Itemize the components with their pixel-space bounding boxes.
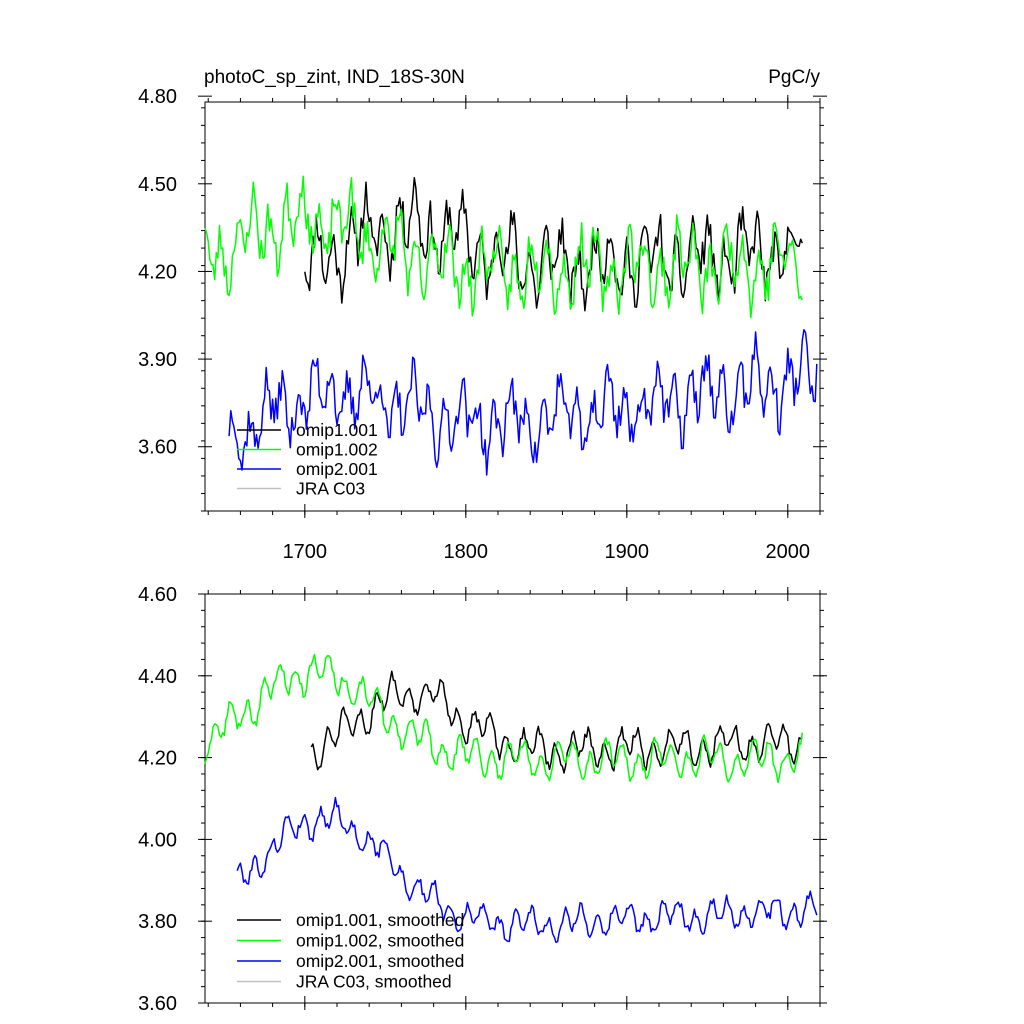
series-line <box>236 796 818 944</box>
series-line <box>304 176 803 312</box>
series-line <box>228 329 818 476</box>
legend-label: JRA C03, smoothed <box>296 972 452 992</box>
series-line <box>310 670 803 774</box>
series-line <box>204 175 803 319</box>
x-tick-label: 1700 <box>283 541 328 563</box>
plot-frame <box>204 101 821 512</box>
units-label: PgC/y <box>768 67 820 88</box>
y-tick-label: 4.00 <box>138 829 177 851</box>
y-tick-label: 3.90 <box>138 349 177 371</box>
legend-label: omip2.001, smoothed <box>296 951 464 971</box>
legend-label: omip1.001 <box>296 420 378 440</box>
x-tick-label: 2000 <box>766 541 811 563</box>
y-tick-label: 3.60 <box>138 993 177 1015</box>
series-group <box>204 175 818 476</box>
bottom-panel: 3.60 3.80 4.00 4.20 4.40 4.60 omip1.001, smoo… <box>138 584 827 1015</box>
x-tick-label: 1800 <box>444 541 489 563</box>
y-tick-label: 4.20 <box>138 261 177 283</box>
panel-title: photoC_sp_zint, IND_18S-30N <box>204 67 465 88</box>
plot-frame <box>204 593 821 1004</box>
legend-label: omip2.001 <box>296 459 378 479</box>
y-tick-label: 3.80 <box>138 911 177 933</box>
series-line <box>204 653 804 784</box>
axis-ticks: 3.60 3.90 4.20 4.50 4.80 1700 1800 1900 2000 <box>138 86 827 563</box>
y-tick-label: 3.60 <box>138 437 177 459</box>
x-tick-label: 1900 <box>605 541 650 563</box>
top-panel: photoC_sp_zint, IND_18S-30N PgC/y 3.603.… <box>138 67 827 563</box>
y-tick-label: 4.60 <box>138 584 177 606</box>
legend-label: omip1.001, smoothed <box>296 910 464 930</box>
y-tick-label: 4.40 <box>138 666 177 688</box>
y-tick-label: 4.50 <box>138 174 177 196</box>
y-tick-label: 4.80 <box>138 86 177 108</box>
legend-label: omip1.002 <box>296 440 378 460</box>
series-group <box>204 653 818 944</box>
legend-label: JRA C03 <box>296 479 365 499</box>
y-tick-label: 4.20 <box>138 748 177 770</box>
legend-label: omip1.002, smoothed <box>296 931 464 951</box>
axis-ticks: 3.60 3.80 4.00 4.20 4.40 4.60 <box>138 584 827 1015</box>
